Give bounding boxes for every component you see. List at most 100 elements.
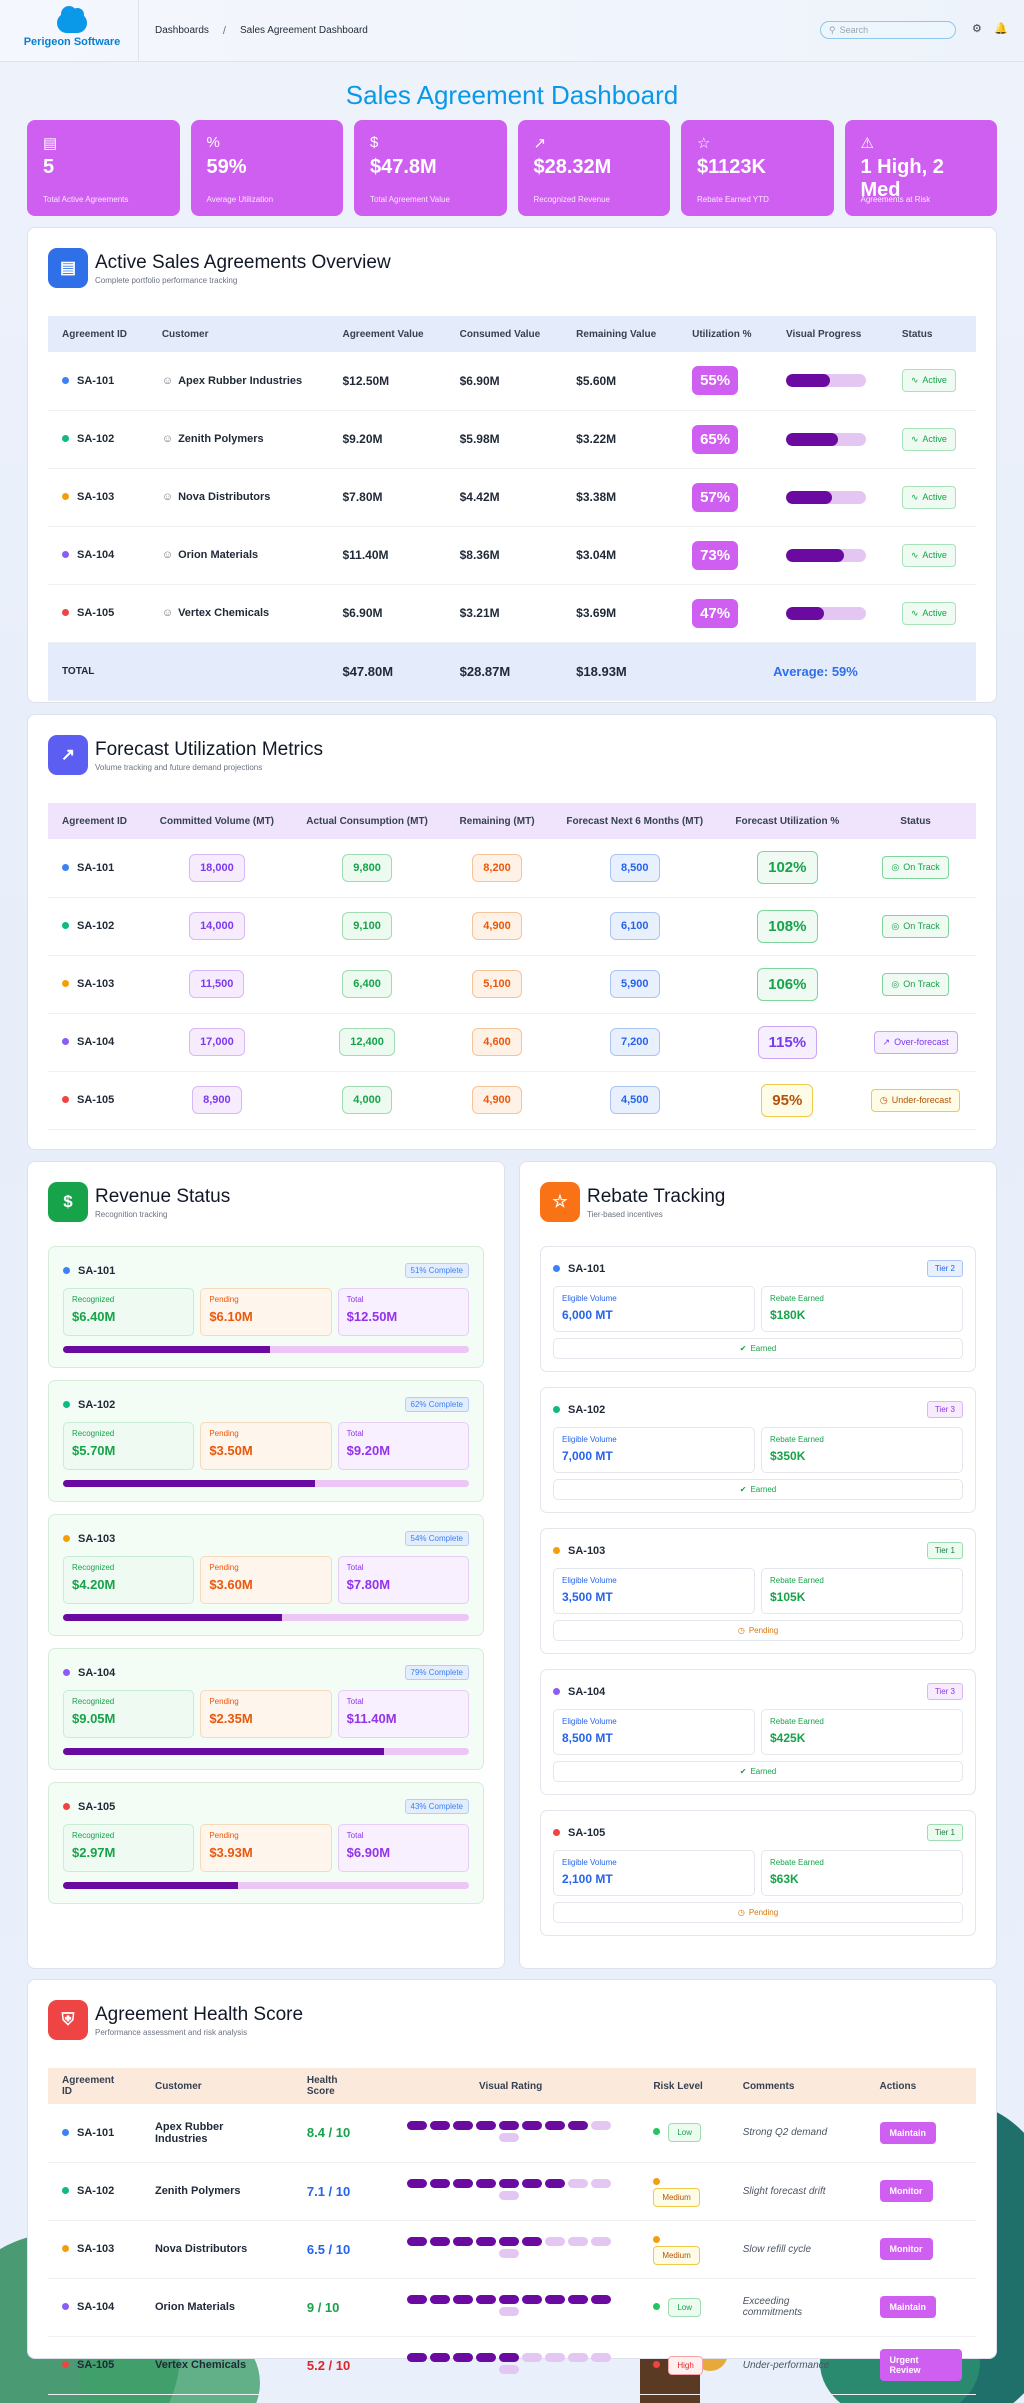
rebate-status: ✔ Earned bbox=[553, 1761, 963, 1782]
column-header[interactable]: Agreement ID bbox=[62, 2075, 115, 2097]
settings-gear-icon[interactable]: ⚙ bbox=[972, 23, 982, 35]
column-header[interactable]: Actions bbox=[879, 2080, 917, 2092]
column-header[interactable]: Visual Progress bbox=[785, 328, 862, 340]
remaining-cell: 4,600 bbox=[444, 1013, 551, 1072]
rebate-list: SA-101 Tier 2 Eligible Volume 6,000 MT Rebat… bbox=[540, 1246, 976, 1936]
action-button[interactable]: Maintain bbox=[879, 2296, 937, 2318]
table-row[interactable]: SA-104 17,000 12,400 4,600 7,200 115% ↗ Over-fo… bbox=[48, 1013, 976, 1072]
revenue-item-header: SA-105 43% Complete bbox=[63, 1797, 469, 1815]
status-dot bbox=[62, 1096, 69, 1103]
column-header[interactable]: Risk Level bbox=[653, 2080, 703, 2092]
notification-bell-icon[interactable]: 🔔 bbox=[994, 23, 1008, 35]
column-header[interactable]: Agreement ID bbox=[62, 815, 128, 827]
column-header[interactable]: Visual Rating bbox=[479, 2080, 543, 2092]
column-header[interactable]: Agreement Value bbox=[342, 328, 424, 340]
table-row[interactable]: SA-102 ☺ Zenith Polymers $9.20M $5.98M $3.22M… bbox=[48, 410, 976, 469]
recognized-box: Recognized $9.05M bbox=[63, 1690, 195, 1738]
rebate-id-wrap: SA-105 bbox=[553, 1823, 605, 1841]
health-table: Agreement ID Customer Health Score Visual R… bbox=[48, 2068, 976, 2395]
table-row[interactable]: SA-104 ☺ Orion Materials $11.40M $8.36M $3.04… bbox=[48, 526, 976, 585]
cloud-icon bbox=[57, 6, 87, 33]
action-button[interactable]: Monitor bbox=[879, 2238, 933, 2260]
award-icon: ☆ bbox=[697, 135, 711, 152]
health-score: 6.5 / 10 bbox=[292, 2220, 382, 2279]
rating-segment bbox=[407, 2353, 428, 2362]
action-button[interactable]: Urgent Review bbox=[879, 2349, 962, 2381]
value-cell: $6.90M bbox=[328, 584, 446, 643]
pending-label: Pending bbox=[209, 1563, 239, 1572]
actual-cell: 9,800 bbox=[290, 839, 445, 898]
column-header[interactable]: Forecast Next 6 Months (MT) bbox=[566, 815, 704, 827]
table-row[interactable]: SA-101 Apex Rubber Industries 8.4 / 10 Low S… bbox=[48, 2104, 976, 2163]
recognized-value: $6.40M bbox=[72, 1309, 116, 1324]
column-header[interactable]: Forecast Utilization % bbox=[735, 815, 840, 827]
agreement-id: SA-103 bbox=[568, 1545, 606, 1557]
table-row[interactable]: SA-103 ☺ Nova Distributors $7.80M $4.42M $3.3… bbox=[48, 468, 976, 527]
action-button[interactable]: Maintain bbox=[879, 2121, 937, 2144]
column-header[interactable]: Customer bbox=[161, 328, 209, 340]
table-row[interactable]: SA-101 18,000 9,800 8,200 8,500 102% ◎ On Track bbox=[48, 839, 976, 898]
completion-badge: 54% Complete bbox=[404, 1530, 469, 1546]
column-header[interactable]: Status bbox=[900, 815, 931, 827]
column-header[interactable]: Customer bbox=[154, 2080, 202, 2092]
rating-segment bbox=[430, 2179, 451, 2188]
column-header[interactable]: Status bbox=[901, 328, 933, 340]
volume-label: Eligible Volume bbox=[562, 1435, 617, 1444]
status-cell: ∿ Active bbox=[887, 584, 976, 643]
table-row[interactable]: SA-105 ☺ Vertex Chemicals $6.90M $3.21M $3.69… bbox=[48, 584, 976, 643]
search-input[interactable]: ⚲ Search bbox=[820, 21, 956, 39]
revenue-id-wrap: SA-105 bbox=[63, 1797, 115, 1815]
column-header[interactable]: Actual Consumption (MT) bbox=[306, 815, 428, 827]
table-row[interactable]: SA-105 Vertex Chemicals 5.2 / 10 High Under-… bbox=[48, 2336, 976, 2395]
user-icon: ☺ bbox=[161, 491, 174, 503]
table-row[interactable]: SA-104 Orion Materials 9 / 10 Low Exceeding … bbox=[48, 2278, 976, 2337]
table-row[interactable]: SA-103 Nova Distributors 6.5 / 10 Medium Slo… bbox=[48, 2220, 976, 2279]
recognized-label: Recognized bbox=[72, 1563, 115, 1572]
revenue-progress-bar bbox=[63, 1882, 469, 1889]
total-value: $9.20M bbox=[346, 1443, 391, 1458]
column-header[interactable]: Comments bbox=[742, 2080, 795, 2092]
status-text: Active bbox=[922, 549, 947, 560]
status-cell: ∿ Active bbox=[887, 468, 976, 527]
breadcrumb-dashboards[interactable]: Dashboards bbox=[155, 25, 209, 36]
table-row[interactable]: SA-102 14,000 9,100 4,900 6,100 108% ◎ On Track bbox=[48, 897, 976, 956]
remaining-pill: 4,600 bbox=[472, 1028, 522, 1056]
forecast-util-pill: 115% bbox=[757, 1025, 818, 1059]
comment-cell: Under-performance bbox=[728, 2336, 866, 2395]
table-row[interactable]: SA-102 Zenith Polymers 7.1 / 10 Medium Sligh… bbox=[48, 2162, 976, 2221]
agreement-id: SA-103 bbox=[77, 491, 115, 503]
earned-label: Rebate Earned bbox=[770, 1576, 824, 1585]
brand-logo[interactable]: Perigeon Software bbox=[22, 6, 122, 48]
risk-dot bbox=[653, 2128, 661, 2136]
recognized-label: Recognized bbox=[72, 1295, 115, 1304]
remaining-cell: $3.22M bbox=[562, 410, 679, 469]
rating-segment bbox=[545, 2353, 566, 2362]
action-button[interactable]: Monitor bbox=[879, 2180, 933, 2202]
status-cell: ∿ Active bbox=[887, 526, 976, 585]
column-header[interactable]: Committed Volume (MT) bbox=[159, 815, 275, 827]
earned-label: Rebate Earned bbox=[770, 1858, 824, 1867]
forecast-pill: 7,200 bbox=[609, 1028, 660, 1056]
column-header[interactable]: Health Score bbox=[306, 2075, 338, 2097]
status-dot bbox=[63, 1803, 70, 1810]
table-row[interactable]: SA-103 11,500 6,400 5,100 5,900 106% ◎ On Track bbox=[48, 955, 976, 1014]
action-cell: Maintain bbox=[865, 2278, 976, 2337]
column-header[interactable]: Utilization % bbox=[692, 328, 752, 340]
rebate-status: ✔ Earned bbox=[553, 1479, 963, 1500]
rating-segment bbox=[453, 2179, 474, 2188]
total-box: Total $12.50M bbox=[337, 1288, 469, 1336]
rating-segment bbox=[453, 2120, 474, 2130]
revenue-header: $ Revenue Status Recognition tracking bbox=[48, 1182, 484, 1222]
column-header[interactable]: Remaining (MT) bbox=[459, 815, 535, 827]
rating-segment bbox=[568, 2237, 589, 2246]
table-row[interactable]: SA-101 ☺ Apex Rubber Industries $12.50M $6.9… bbox=[48, 352, 976, 411]
status-dot bbox=[62, 2361, 69, 2368]
column-header[interactable]: Agreement ID bbox=[62, 328, 128, 340]
table-row[interactable]: SA-105 8,900 4,000 4,900 4,500 95% ◷ Under-fore… bbox=[48, 1071, 976, 1130]
rebate-title: Rebate Tracking bbox=[587, 1185, 726, 1207]
pending-value: $2.35M bbox=[209, 1711, 253, 1726]
column-header[interactable]: Remaining Value bbox=[576, 328, 657, 340]
rebate-status-text: Earned bbox=[750, 1344, 777, 1353]
column-header[interactable]: Consumed Value bbox=[459, 328, 541, 340]
revenue-item-header: SA-102 62% Complete bbox=[63, 1395, 469, 1413]
